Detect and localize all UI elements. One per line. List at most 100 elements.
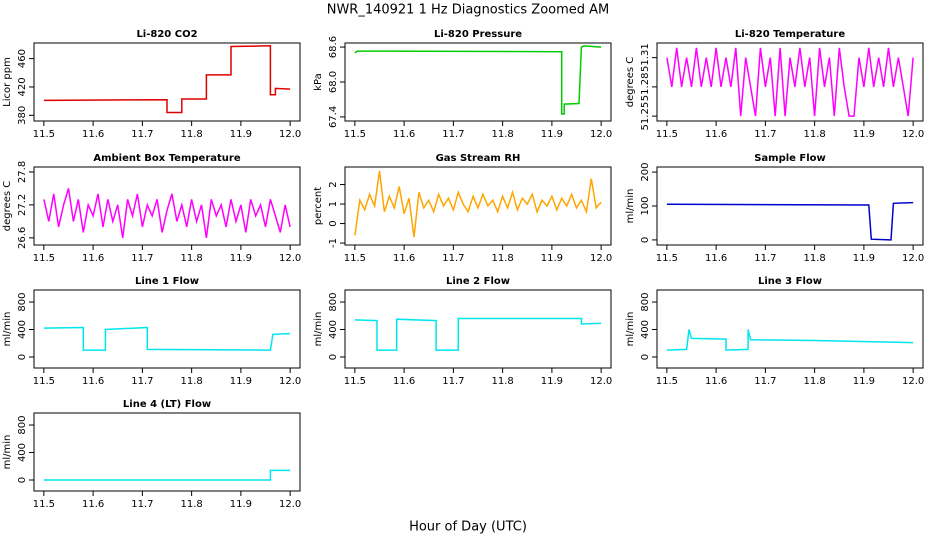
y-tick-label: 400: [640, 320, 651, 339]
x-tick-label: 11.8: [180, 129, 202, 140]
panel-title: Sample Flow: [754, 153, 826, 164]
data-line: [354, 45, 602, 115]
x-tick-label: 11.7: [131, 129, 153, 140]
panel-title: Line 3 Flow: [758, 276, 822, 287]
x-axis-label: Hour of Day (UTC): [409, 520, 527, 535]
panel-title: Line 4 (LT) Flow: [123, 399, 211, 410]
y-tick-label: 400: [17, 443, 28, 462]
y-axis-label: ml/min: [2, 312, 13, 347]
y-axis-label: ml/min: [625, 312, 636, 347]
x-tick-label: 12.0: [279, 499, 301, 510]
y-tick-label: 51.31: [640, 43, 651, 72]
x-tick-label: 11.9: [853, 376, 875, 387]
x-tick-label: 11.5: [656, 129, 678, 140]
x-tick-label: 11.9: [541, 253, 563, 264]
panel-title: Li-820 CO2: [136, 29, 197, 40]
x-tick-label: 12.0: [279, 129, 301, 140]
x-tick-label: 11.7: [442, 376, 464, 387]
x-tick-label: 11.6: [393, 129, 415, 140]
x-tick-label: 11.7: [754, 376, 776, 387]
y-tick-label: 0: [328, 220, 339, 226]
x-tick-label: 11.7: [754, 253, 776, 264]
plot-frame: [33, 42, 301, 122]
y-tick-label: 0: [17, 354, 28, 360]
plot-frame: [344, 42, 612, 122]
x-tick-label: 11.5: [33, 376, 55, 387]
x-tick-label: 11.9: [853, 253, 875, 264]
y-tick-label: 0: [640, 354, 651, 360]
panel-title: Li-820 Pressure: [434, 29, 522, 40]
y-axis-label: percent: [313, 187, 324, 225]
x-tick-label: 11.7: [442, 129, 464, 140]
plot-frame: [33, 412, 301, 492]
x-tick-label: 11.7: [131, 376, 153, 387]
figure-title: NWR_140921 1 Hz Diagnostics Zoomed AM: [327, 3, 610, 18]
y-axis-label: ml/min: [2, 435, 13, 470]
plot-frame: [656, 166, 924, 246]
x-tick-label: 11.6: [82, 376, 104, 387]
y-axis-label: kPa: [313, 73, 324, 91]
x-tick-label: 12.0: [279, 376, 301, 387]
y-tick-label: 400: [17, 320, 28, 339]
x-tick-label: 11.5: [344, 376, 366, 387]
data-line: [43, 469, 291, 481]
y-axis-label: ml/min: [625, 189, 636, 224]
y-tick-label: 0: [328, 354, 339, 360]
data-line: [354, 170, 602, 238]
y-tick-label: 460: [17, 49, 28, 68]
x-tick-label: 11.8: [180, 376, 202, 387]
x-tick-label: 11.8: [803, 376, 825, 387]
plot-frame: [33, 289, 301, 369]
y-tick-label: -1: [328, 238, 339, 248]
y-tick-label: 100: [640, 196, 651, 215]
plot-frame: [656, 42, 924, 122]
x-tick-label: 11.5: [656, 253, 678, 264]
x-tick-label: 11.9: [853, 129, 875, 140]
panel-title: Gas Stream RH: [436, 153, 521, 164]
panel-title: Line 1 Flow: [135, 276, 199, 287]
plot-frame: [344, 289, 612, 369]
x-tick-label: 11.6: [705, 129, 727, 140]
y-tick-label: 800: [640, 292, 651, 311]
x-tick-label: 11.7: [442, 253, 464, 264]
y-tick-label: 26.6: [17, 227, 28, 249]
x-tick-label: 11.5: [656, 376, 678, 387]
plot-frame: [656, 289, 924, 369]
x-tick-label: 11.8: [180, 499, 202, 510]
x-tick-label: 11.9: [541, 129, 563, 140]
x-tick-label: 11.8: [803, 253, 825, 264]
y-tick-label: 1: [328, 201, 339, 207]
y-tick-label: 67.4: [328, 106, 339, 128]
data-line: [666, 329, 914, 351]
x-tick-label: 11.6: [393, 253, 415, 264]
y-tick-label: 380: [17, 106, 28, 125]
x-tick-label: 12.0: [590, 253, 612, 264]
x-tick-label: 11.6: [82, 499, 104, 510]
data-line: [666, 47, 914, 117]
x-tick-label: 11.6: [705, 253, 727, 264]
y-axis-label: Licor ppm: [2, 57, 13, 107]
y-tick-label: 420: [17, 77, 28, 96]
x-tick-label: 11.7: [131, 499, 153, 510]
y-tick-label: 51.25: [640, 102, 651, 131]
y-axis-label: ml/min: [313, 312, 324, 347]
y-axis-label: degrees C: [2, 181, 13, 231]
data-line: [666, 201, 914, 241]
x-tick-label: 11.5: [33, 129, 55, 140]
y-tick-label: 68.0: [328, 71, 339, 93]
x-tick-label: 11.5: [344, 129, 366, 140]
y-axis-label: degrees C: [625, 57, 636, 107]
x-tick-label: 11.7: [131, 253, 153, 264]
x-tick-label: 11.7: [754, 129, 776, 140]
plot-frame: [344, 166, 612, 246]
panel-title: Line 2 Flow: [446, 276, 510, 287]
x-tick-label: 11.6: [705, 376, 727, 387]
x-tick-label: 11.9: [230, 499, 252, 510]
x-tick-label: 11.8: [180, 253, 202, 264]
data-line: [354, 317, 602, 351]
y-tick-label: 800: [17, 292, 28, 311]
y-tick-label: 27.2: [17, 194, 28, 216]
y-tick-label: 200: [640, 163, 651, 182]
